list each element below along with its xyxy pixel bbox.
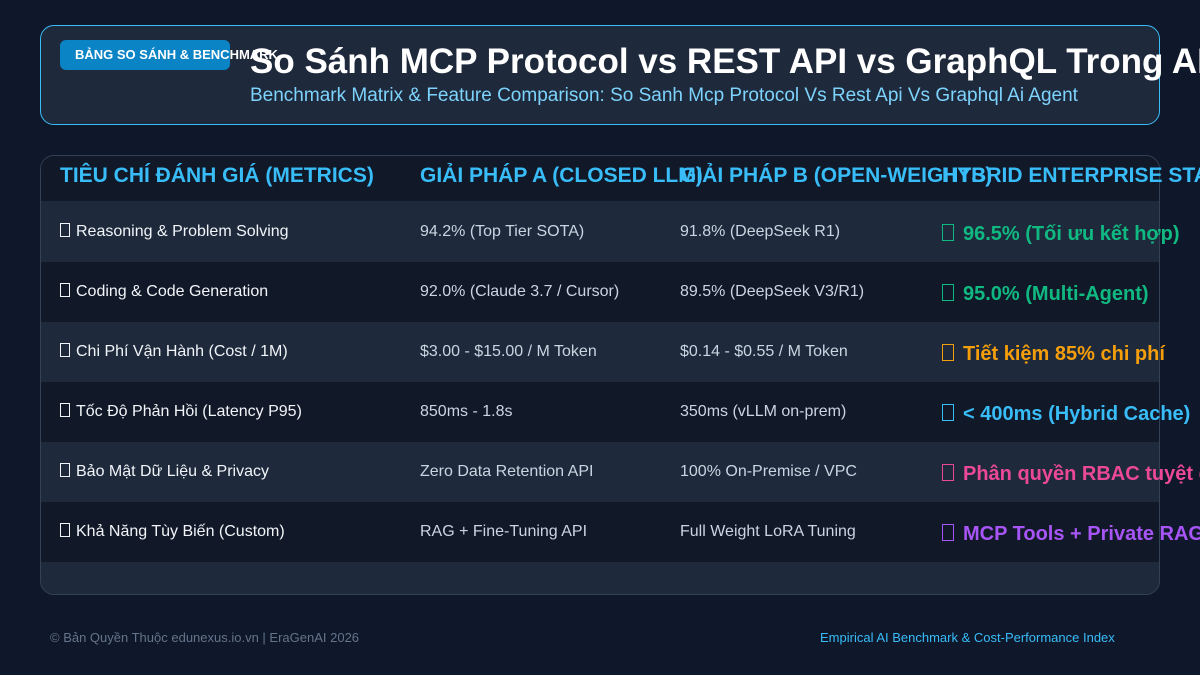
icon bbox=[942, 404, 954, 421]
footer-right: Empirical AI Benchmark & Cost-Performanc… bbox=[820, 630, 1115, 645]
cell-text: Khả Năng Tùy Biến (Custom) bbox=[76, 523, 285, 540]
badge-bg bbox=[60, 40, 230, 70]
table-cell: 94.2% (Top Tier SOTA) bbox=[420, 223, 584, 241]
cell-text: RAG + Fine-Tuning API bbox=[420, 523, 588, 540]
cell-text: 94.2% (Top Tier SOTA) bbox=[420, 223, 585, 240]
table-cell: $0.14 - $0.55 / M Token bbox=[680, 343, 848, 361]
table-row bbox=[41, 382, 1159, 442]
table-cell: 350ms (vLLM on-prem) bbox=[680, 403, 846, 421]
icon bbox=[60, 343, 70, 357]
cell-text: 350ms (vLLM on-prem) bbox=[680, 403, 847, 420]
icon bbox=[942, 464, 954, 481]
table-cell: $3.00 - $15.00 / M Token bbox=[420, 343, 597, 361]
table-row bbox=[41, 202, 1159, 262]
table-cell: Phân quyền RBAC tuyệt đối bbox=[942, 463, 1200, 486]
column-header: GIẢI PHÁP B (OPEN-WEIGHTS) bbox=[680, 164, 993, 187]
column-header: GIẢI PHÁP A (CLOSED LLM) bbox=[420, 164, 703, 187]
table-cell: Zero Data Retention API bbox=[420, 463, 593, 481]
cell-text: Phân quyền RBAC tuyệt đối bbox=[963, 463, 1200, 485]
cell-text: Tiết kiệm 85% chi phí bbox=[963, 343, 1165, 365]
cell-text: $0.14 - $0.55 / M Token bbox=[680, 343, 848, 360]
table-cell: Khả Năng Tùy Biến (Custom) bbox=[60, 523, 285, 541]
cell-text: $3.00 - $15.00 / M Token bbox=[420, 343, 597, 360]
table-cell: Tiết kiệm 85% chi phí bbox=[942, 343, 1165, 366]
cell-text: < 400ms (Hybrid Cache) bbox=[963, 403, 1191, 425]
cell-text: 89.5% (DeepSeek V3/R1) bbox=[680, 283, 865, 300]
cell-text: 850ms - 1.8s bbox=[420, 403, 513, 420]
table-cell: 850ms - 1.8s bbox=[420, 403, 512, 421]
table-header bbox=[41, 156, 1159, 201]
cell-text: 100% On-Premise / VPC bbox=[680, 463, 857, 480]
cell-text: MCP Tools + Private RAG bbox=[963, 523, 1200, 545]
table-cell: 92.0% (Claude 3.7 / Cursor) bbox=[420, 283, 619, 301]
cell-text: Zero Data Retention API bbox=[420, 463, 594, 480]
table-row bbox=[41, 322, 1159, 382]
table-cell: 96.5% (Tối ưu kết hợp) bbox=[942, 223, 1180, 246]
column-header: TIÊU CHÍ ĐÁNH GIÁ (METRICS) bbox=[60, 164, 374, 187]
icon bbox=[60, 283, 70, 297]
icon bbox=[942, 284, 954, 301]
table-row bbox=[41, 442, 1159, 502]
table-cell: RAG + Fine-Tuning API bbox=[420, 523, 587, 541]
table-cell: Full Weight LoRA Tuning bbox=[680, 523, 856, 541]
table-cell: < 400ms (Hybrid Cache) bbox=[942, 403, 1190, 426]
cell-text: Full Weight LoRA Tuning bbox=[680, 523, 856, 540]
cell-text: 91.8% (DeepSeek R1) bbox=[680, 223, 841, 240]
cell-text: Bảo Mật Dữ Liệu & Privacy bbox=[76, 463, 270, 480]
footer-left: © Bản Quyền Thuộc edunexus.io.vn | EraGe… bbox=[50, 630, 360, 645]
table-cell: Coding & Code Generation bbox=[60, 283, 268, 301]
table-cell: MCP Tools + Private RAG bbox=[942, 523, 1200, 546]
table-cell: 91.8% (DeepSeek R1) bbox=[680, 223, 840, 241]
icon bbox=[942, 344, 954, 361]
icon bbox=[60, 403, 70, 417]
icon bbox=[942, 224, 954, 241]
table-row bbox=[41, 262, 1159, 322]
cell-text: Reasoning & Problem Solving bbox=[76, 223, 289, 240]
cell-text: 92.0% (Claude 3.7 / Cursor) bbox=[420, 283, 620, 300]
column-header: HYBRID ENTERPRISE STACK bbox=[942, 164, 1200, 187]
title: So Sánh MCP Protocol vs REST API vs Grap… bbox=[250, 42, 1200, 81]
icon bbox=[942, 524, 954, 541]
table-cell: 89.5% (DeepSeek V3/R1) bbox=[680, 283, 864, 301]
table-row bbox=[41, 502, 1159, 562]
table-cell: 100% On-Premise / VPC bbox=[680, 463, 857, 481]
cell-text: Chi Phí Vận Hành (Cost / 1M) bbox=[76, 343, 288, 360]
cell-text: 96.5% (Tối ưu kết hợp) bbox=[963, 223, 1180, 245]
table-cell: Reasoning & Problem Solving bbox=[60, 223, 289, 241]
table-cell: Chi Phí Vận Hành (Cost / 1M) bbox=[60, 343, 288, 361]
badge: BẢNG SO SÁNH & BENCHMARK bbox=[75, 47, 278, 62]
table-cell: 95.0% (Multi-Agent) bbox=[942, 283, 1149, 306]
icon bbox=[60, 463, 70, 477]
cell-text: Coding & Code Generation bbox=[76, 283, 269, 300]
icon bbox=[60, 223, 70, 237]
cell-text: Tốc Độ Phản Hồi (Latency P95) bbox=[76, 403, 302, 420]
icon bbox=[60, 523, 70, 537]
table-cell: Tốc Độ Phản Hồi (Latency P95) bbox=[60, 403, 302, 421]
table-cell: Bảo Mật Dữ Liệu & Privacy bbox=[60, 463, 269, 481]
subtitle: Benchmark Matrix & Feature Comparison: S… bbox=[250, 85, 1078, 106]
cell-text: 95.0% (Multi-Agent) bbox=[963, 283, 1149, 305]
